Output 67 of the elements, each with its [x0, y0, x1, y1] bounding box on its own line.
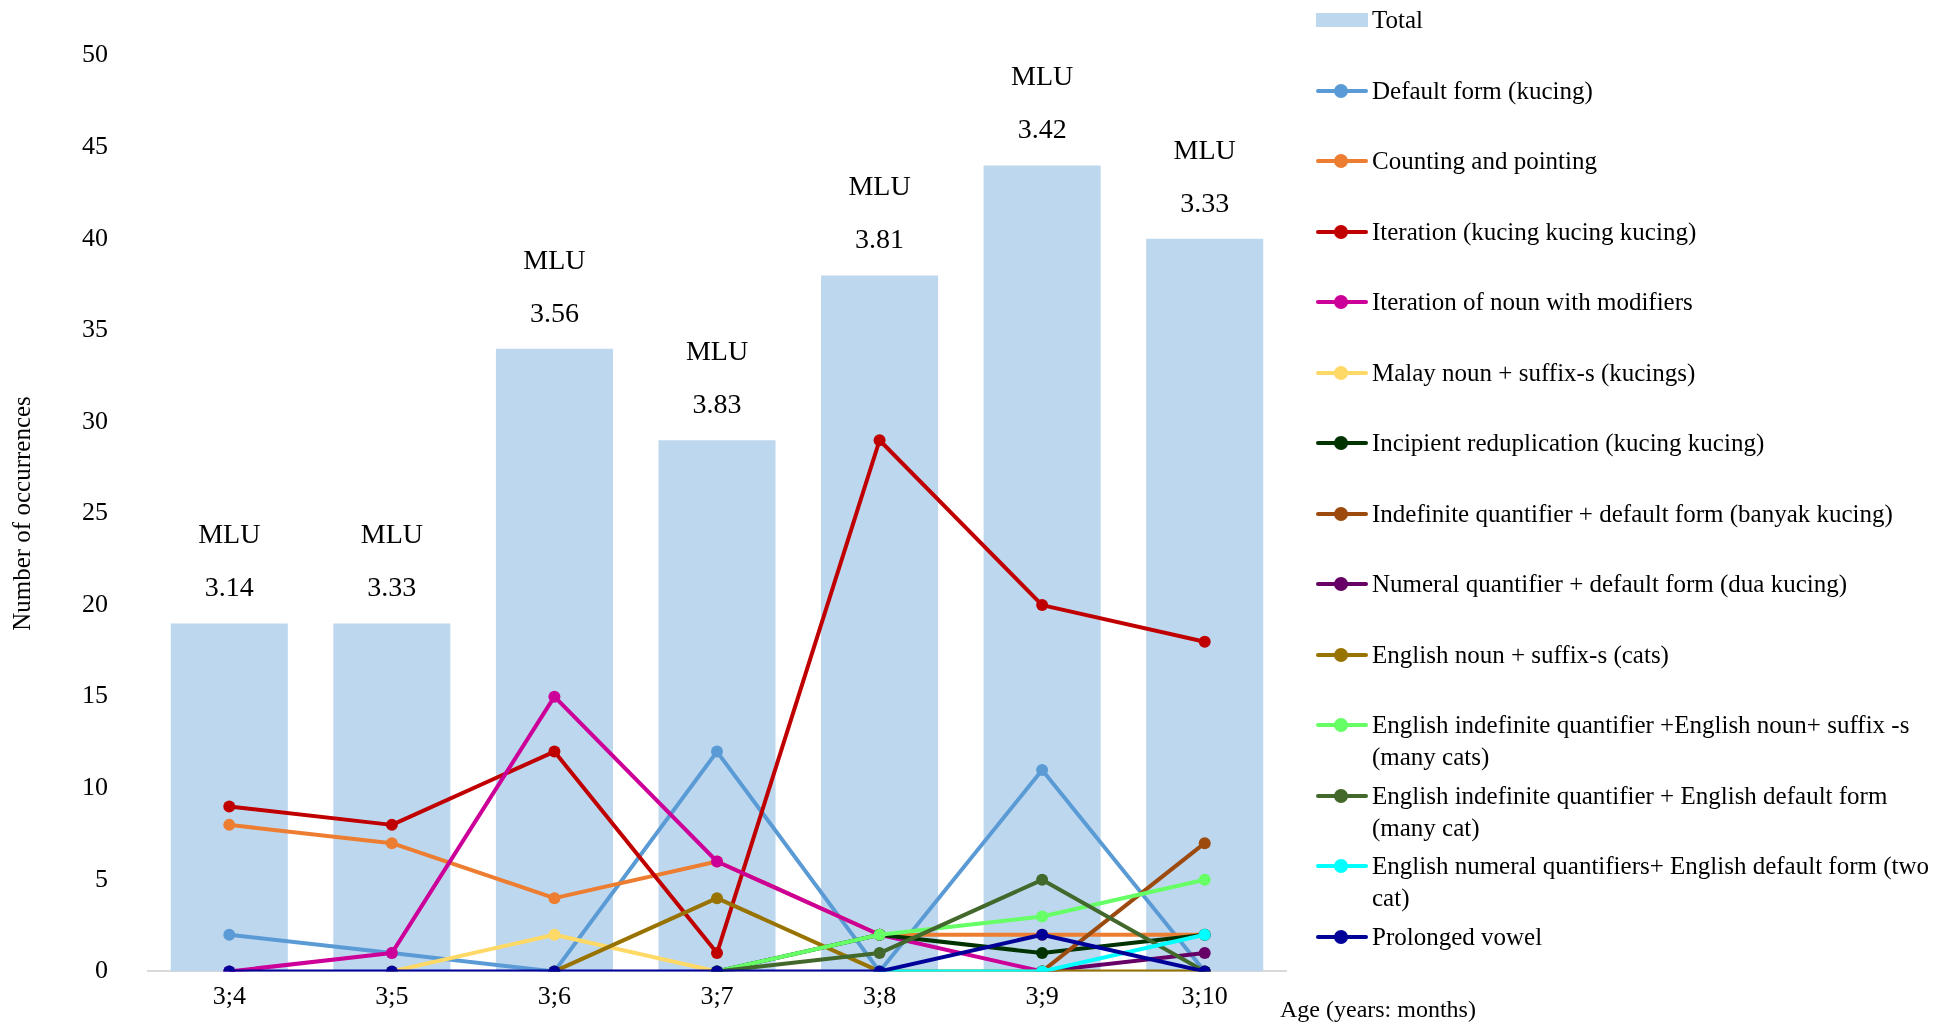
point — [385, 837, 398, 850]
legend-label: Counting and pointing — [1372, 147, 1597, 174]
point — [1198, 837, 1211, 850]
point — [1036, 947, 1049, 960]
x-tick-label: 3;10 — [1181, 980, 1228, 1010]
point — [1198, 873, 1211, 886]
legend-label: Malay noun + suffix-s (kucings) — [1372, 358, 1696, 386]
point — [223, 818, 236, 831]
y-tick-label: 50 — [82, 39, 108, 69]
legend-label: Numeral quantifier + default form (dua kucing) — [1372, 570, 1848, 597]
annotation: MLU 3.33 — [360, 518, 423, 603]
x-tick-label: 3;7 — [700, 980, 734, 1010]
point — [1036, 763, 1049, 776]
legend-label: Incipient reduplication (kucing kucing) — [1372, 429, 1765, 456]
x-tick-label: 3;6 — [537, 980, 572, 1010]
legend-label: English numeral quantifiers+ English default form (two cat) — [1372, 852, 1930, 911]
y-tick-label: 5 — [95, 863, 108, 893]
annotation: MLU 3.81 — [848, 170, 911, 255]
y-tick-label: 35 — [82, 314, 108, 344]
annotation: MLU 3.14 — [198, 518, 261, 603]
legend-label: English noun + suffix-s (cats) — [1372, 640, 1669, 668]
point — [548, 690, 561, 703]
legend-label: English indefinite quantifier + English default form (many cat) — [1372, 781, 1888, 841]
x-tick-label: 3;5 — [375, 980, 409, 1010]
legend-label: Iteration (kucing kucing kucing) — [1372, 217, 1697, 245]
point — [223, 800, 236, 813]
point — [1198, 947, 1211, 960]
point — [711, 892, 723, 905]
x-tick-label: 3;8 — [862, 980, 897, 1010]
y-axis-title: Number of occurrences — [7, 396, 35, 631]
y-tick-label: 25 — [82, 497, 108, 527]
bar — [658, 440, 776, 972]
point — [1036, 599, 1049, 612]
annotation: MLU 3.56 — [523, 243, 586, 328]
point — [223, 928, 236, 941]
annotation: MLU 3.42 — [1011, 60, 1074, 145]
point — [385, 818, 398, 831]
point — [873, 947, 886, 960]
y-tick-label: 0 — [95, 955, 108, 985]
point — [548, 745, 561, 758]
point — [1036, 910, 1049, 923]
y-tick-label: 45 — [82, 131, 108, 161]
point — [548, 928, 561, 941]
annotation: MLU 3.83 — [685, 335, 749, 420]
y-tick-label: 20 — [82, 588, 108, 618]
y-tick-label: 10 — [82, 772, 108, 802]
legend-label: Default form (kucing) — [1372, 76, 1593, 104]
point — [1036, 873, 1049, 886]
legend-label: Indefinite quantifier + default form (banyak kucing) — [1372, 499, 1893, 527]
point — [873, 434, 886, 447]
y-tick-label: 40 — [82, 222, 108, 252]
annotation: MLU 3.33 — [1173, 133, 1236, 218]
legend-label: Iteration of noun with modifiers — [1372, 288, 1693, 315]
x-tick-label: 3;9 — [1025, 980, 1059, 1010]
legend-label: Total — [1372, 6, 1424, 33]
bar — [170, 623, 288, 972]
bar — [1146, 238, 1264, 972]
legend-label: Prolonged vowel — [1372, 922, 1543, 950]
x-axis-title: Age (years: months) — [1280, 996, 1476, 1023]
point — [1198, 635, 1211, 648]
point — [711, 947, 723, 960]
point — [711, 745, 723, 758]
point — [548, 892, 561, 905]
y-tick-label: 15 — [82, 680, 108, 710]
y-tick-label: 30 — [82, 405, 108, 435]
legend-label: English indefinite quantifier +English noun+ suffix -s (many cats) — [1372, 711, 1910, 770]
x-tick-label: 3;4 — [212, 980, 246, 1010]
